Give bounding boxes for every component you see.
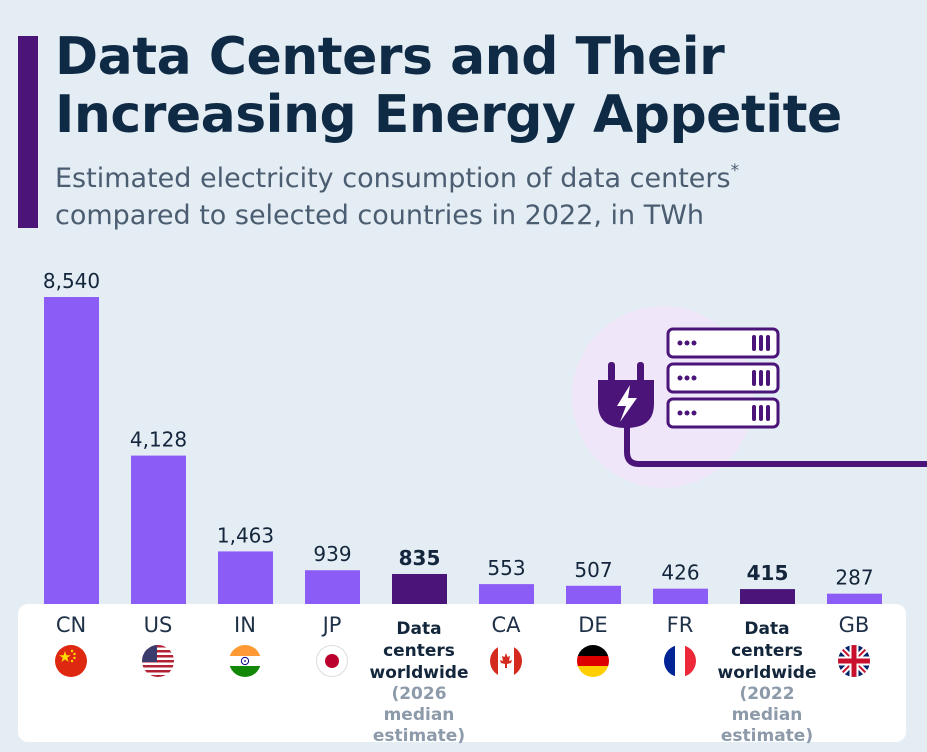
title-line-1: Data Centers and Their <box>55 27 725 87</box>
category-label-jp: JP <box>272 612 392 677</box>
estimate-note-line: (2022 median <box>731 684 803 725</box>
value-label-2: 1,463 <box>217 523 274 547</box>
canada-flag-icon <box>490 645 522 677</box>
category-label-gb: GB <box>794 612 914 677</box>
page-subtitle: Estimated electricity consumption of dat… <box>55 160 739 234</box>
bar-6 <box>566 585 621 604</box>
category-code: CN <box>55 613 87 637</box>
bar-2 <box>218 551 273 604</box>
bars-group <box>44 297 882 604</box>
power-cable-icon <box>624 422 927 467</box>
category-label-de: DE <box>533 612 653 677</box>
estimate-note-line: (2026 median <box>383 684 455 725</box>
data-centers-label-line: worldwide <box>717 663 817 683</box>
category-code: US <box>143 613 173 637</box>
power-plug-icon <box>598 362 654 428</box>
bar-5 <box>479 584 534 604</box>
data-center-illustration <box>572 306 927 488</box>
estimate-note-line: estimate) <box>720 726 814 746</box>
subtitle-asterisk: * <box>730 161 740 181</box>
server-rack-icon <box>666 327 780 429</box>
category-code: GB <box>838 613 870 637</box>
value-label-1: 4,128 <box>130 428 187 452</box>
bar-1 <box>131 455 186 604</box>
data-centers-label-line: Data <box>744 619 790 639</box>
value-label-4: 835 <box>399 546 441 570</box>
value-label-6: 507 <box>574 558 612 582</box>
subtitle-line-2: compared to selected countries in 2022, … <box>55 200 705 231</box>
category-label-fr: FR <box>620 612 740 677</box>
value-label-3: 939 <box>313 542 351 566</box>
data-centers-label-line: centers <box>731 641 803 661</box>
bar-7 <box>653 588 708 604</box>
page-title: Data Centers and Their Increasing Energy… <box>55 28 842 144</box>
japan-flag-icon <box>316 645 348 677</box>
data-centers-label-line: centers <box>383 641 455 661</box>
uk-flag-icon <box>838 645 870 677</box>
category-label-data-centers-2022: Data centers worldwide (2022 median esti… <box>707 612 827 747</box>
data-centers-label-line: worldwide <box>369 663 469 683</box>
bar-0 <box>44 297 99 604</box>
bar-4 <box>392 573 447 604</box>
category-code: IN <box>234 613 256 637</box>
value-labels-group: 8,540 4,128 1,463 939 835 553 507 426 415 287 <box>43 269 874 590</box>
title-line-2: Increasing Energy Appetite <box>55 85 842 145</box>
category-label-data-centers-2026: Data centers worldwide (2026 median esti… <box>359 612 479 747</box>
category-label-us: US <box>98 612 218 677</box>
subtitle-line-1: Estimated electricity consumption of dat… <box>55 163 731 194</box>
india-flag-icon <box>229 645 261 677</box>
data-centers-label-line: Data <box>396 619 442 639</box>
value-label-7: 426 <box>661 561 699 585</box>
bar-3 <box>305 570 360 604</box>
china-flag-icon <box>55 645 87 677</box>
value-label-0: 8,540 <box>43 269 100 293</box>
value-label-5: 553 <box>487 556 525 580</box>
france-flag-icon <box>664 645 696 677</box>
category-code: CA <box>491 613 521 637</box>
category-label-ca: CA <box>446 612 566 677</box>
value-label-8: 415 <box>747 561 789 585</box>
bar-8 <box>740 589 795 604</box>
category-code: DE <box>578 613 608 637</box>
estimate-note-line: estimate) <box>372 726 466 746</box>
bar-9 <box>827 593 882 604</box>
germany-flag-icon <box>577 645 609 677</box>
usa-flag-icon <box>142 645 174 677</box>
category-code: FR <box>666 613 694 637</box>
category-label-cn: CN <box>11 612 131 677</box>
value-label-9: 287 <box>835 566 873 590</box>
title-accent-bar <box>18 36 38 228</box>
category-label-in: IN <box>185 612 305 677</box>
category-code: JP <box>322 613 342 637</box>
